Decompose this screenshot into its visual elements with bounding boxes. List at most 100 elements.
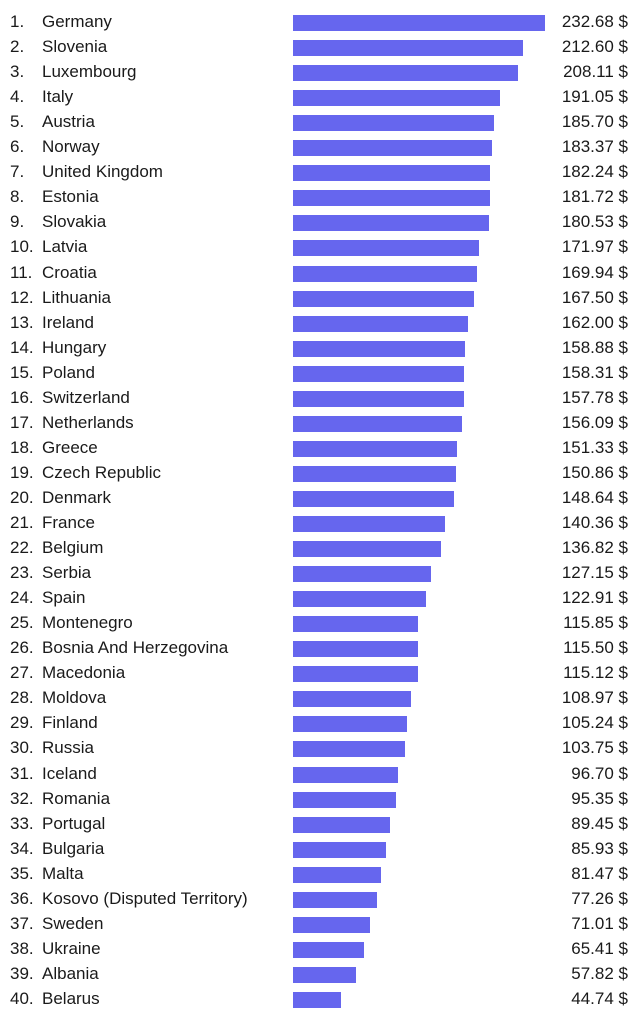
country-label: Slovakia (42, 212, 107, 232)
value-label: 158.88 $ (561, 337, 628, 357)
value-label: 156.09 $ (561, 412, 628, 432)
chart-row: 38. Ukraine 65.41 $ (0, 936, 640, 961)
value-label: 157.78 $ (561, 387, 628, 407)
value-label: 183.37 $ (561, 137, 628, 157)
country-label: Poland (42, 362, 95, 382)
value-bar (293, 140, 492, 157)
rank-label: 16. (10, 387, 34, 407)
chart-row: 36. Kosovo (Disputed Territory) 77.26 $ (0, 886, 640, 911)
chart-row: 24. Spain 122.91 $ (0, 585, 640, 610)
value-bar (293, 115, 495, 132)
country-label: Portugal (42, 813, 106, 833)
chart-row: 25. Montenegro 115.85 $ (0, 610, 640, 635)
rank-label: 39. (10, 963, 34, 983)
value-bar (293, 415, 463, 432)
value-label: 181.72 $ (561, 187, 628, 207)
value-label: 95.35 $ (571, 788, 628, 808)
value-label: 71.01 $ (571, 913, 628, 933)
rank-label: 33. (10, 813, 34, 833)
value-label: 105.24 $ (561, 713, 628, 733)
value-label: 103.75 $ (561, 738, 628, 758)
chart-row: 7. United Kingdom 182.24 $ (0, 159, 640, 184)
rank-label: 40. (10, 988, 34, 1008)
value-label: 180.53 $ (561, 212, 628, 232)
value-bar (293, 15, 545, 31)
chart-row: 3. Luxembourg 208.11 $ (0, 59, 640, 84)
rank-label: 6. (10, 137, 25, 157)
value-bar (293, 991, 342, 1008)
country-label: France (42, 513, 95, 532)
value-bar (293, 240, 480, 257)
value-label: 151.33 $ (561, 437, 628, 457)
chart-row: 17. Netherlands 156.09 $ (0, 410, 640, 435)
value-bar (293, 215, 489, 232)
country-label: Belarus (42, 988, 100, 1008)
value-bar (293, 265, 478, 282)
value-bar (293, 315, 469, 332)
rank-label: 18. (10, 437, 34, 457)
chart-row: 20. Denmark 148.64 $ (0, 485, 640, 510)
rank-label: 4. (10, 87, 25, 107)
value-bar (293, 591, 427, 608)
country-label: United Kingdom (42, 162, 163, 182)
value-label: 148.64 $ (561, 487, 628, 507)
value-label: 140.36 $ (561, 513, 628, 532)
value-label: 122.91 $ (561, 588, 628, 608)
value-bar (293, 165, 491, 182)
value-bar (293, 340, 466, 357)
rank-label: 11. (10, 262, 33, 282)
value-bar (293, 816, 390, 833)
country-label: Bosnia And Herzegovina (42, 638, 229, 658)
country-label: Kosovo (Disputed Territory) (42, 888, 248, 908)
rank-label: 37. (10, 913, 34, 933)
value-label: 162.00 $ (561, 312, 628, 332)
value-label: 169.94 $ (561, 262, 628, 282)
chart-row: 1. Germany 232.68 $ (0, 9, 640, 34)
country-label: Montenegro (42, 613, 133, 633)
rank-label: 31. (10, 763, 34, 783)
value-bar (293, 741, 406, 758)
country-label: Czech Republic (42, 462, 162, 482)
country-label: Hungary (42, 337, 107, 357)
chart-row: 6. Norway 183.37 $ (0, 134, 640, 159)
chart-row: 22. Belgium 136.82 $ (0, 535, 640, 560)
value-bar (293, 190, 490, 207)
country-label: Croatia (42, 262, 97, 282)
value-label: 232.68 $ (561, 12, 628, 31)
value-label: 115.12 $ (563, 663, 628, 683)
value-label: 167.50 $ (561, 287, 628, 307)
chart-row: 39. Albania 57.82 $ (0, 961, 640, 986)
rank-label: 14. (10, 337, 34, 357)
rank-label: 12. (10, 287, 34, 307)
country-label: Switzerland (42, 387, 130, 407)
country-label: Iceland (42, 763, 97, 783)
rank-label: 26. (10, 638, 34, 658)
value-label: 81.47 $ (571, 863, 628, 883)
rank-label: 3. (10, 62, 25, 82)
value-bar (293, 490, 454, 507)
chart-row: 35. Malta 81.47 $ (0, 861, 640, 886)
chart-row: 26. Bosnia And Herzegovina 115.50 $ (0, 635, 640, 660)
value-bar (293, 766, 398, 783)
country-label: Greece (42, 437, 98, 457)
country-label: Russia (42, 738, 94, 758)
value-bar (293, 966, 356, 983)
rank-label: 32. (10, 788, 34, 808)
rank-label: 35. (10, 863, 34, 883)
country-label: Belgium (42, 538, 104, 558)
value-label: 208.11 $ (563, 62, 628, 82)
value-label: 96.70 $ (571, 763, 628, 783)
value-bar (293, 941, 364, 958)
value-label: 115.50 $ (563, 638, 628, 658)
value-label: 115.85 $ (563, 613, 628, 633)
chart-row: 2. Slovenia 212.60 $ (0, 34, 640, 59)
rank-label: 20. (10, 487, 34, 507)
country-label: Italy (42, 87, 74, 107)
rank-label: 21. (10, 513, 34, 532)
value-bar (293, 440, 457, 457)
rank-label: 27. (10, 663, 34, 683)
value-bar (293, 90, 500, 107)
country-label: Spain (42, 588, 86, 608)
rank-label: 19. (10, 462, 34, 482)
country-label: Lithuania (42, 287, 112, 307)
